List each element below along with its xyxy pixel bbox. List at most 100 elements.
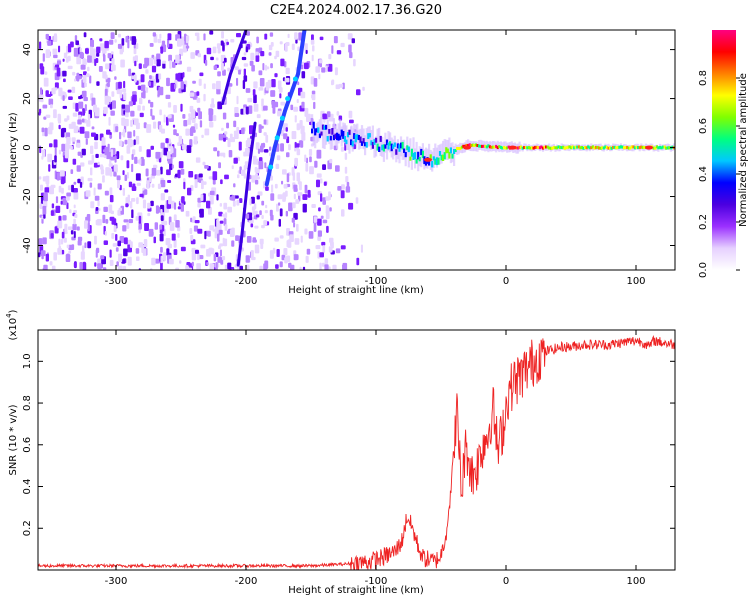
line-core	[568, 145, 571, 149]
multiplier-exp: 4	[5, 313, 13, 318]
noise-speckle	[340, 42, 345, 48]
noise-speckle	[323, 181, 327, 186]
noise-speckle	[111, 91, 115, 97]
noise-speckle	[311, 90, 316, 95]
noise-speckle	[316, 149, 322, 159]
colorbar-tick-label: 0.0	[698, 262, 709, 278]
noise-speckle	[209, 263, 215, 270]
noise-speckle	[353, 59, 356, 67]
noise-speckle	[112, 100, 116, 109]
noise-speckle	[123, 92, 127, 101]
noise-speckle	[82, 109, 86, 114]
noise-speckle	[76, 75, 82, 80]
line-core	[551, 146, 554, 150]
noise-speckle	[97, 263, 102, 269]
line-core	[501, 146, 504, 150]
noise-speckle	[73, 262, 77, 268]
noise-speckle	[110, 149, 114, 157]
noise-speckle	[219, 249, 222, 257]
noise-speckle	[182, 144, 187, 150]
line-halo	[410, 149, 413, 170]
line-core	[495, 144, 498, 148]
line-core	[331, 128, 334, 135]
noise-speckle	[251, 65, 255, 72]
noise-speckle	[93, 162, 98, 168]
noise-speckle	[75, 40, 79, 46]
noise-speckle	[178, 161, 184, 169]
noise-speckle	[295, 199, 300, 204]
line-core	[658, 145, 662, 149]
noise-speckle	[222, 134, 227, 138]
noise-speckle	[39, 108, 42, 114]
line-core	[615, 146, 618, 150]
noise-speckle	[183, 120, 188, 127]
noise-speckle	[293, 187, 298, 192]
noise-speckle	[122, 187, 125, 196]
noise-speckle	[191, 111, 195, 115]
noise-speckle	[269, 209, 273, 217]
noise-speckle	[132, 183, 136, 191]
noise-speckle	[61, 187, 64, 194]
noise-speckle	[209, 190, 215, 196]
noise-speckle	[277, 194, 283, 200]
noise-speckle	[147, 202, 151, 209]
line-core	[404, 152, 407, 158]
noise-speckle	[118, 33, 121, 38]
line-core	[573, 146, 576, 150]
line-core	[399, 142, 403, 149]
noise-speckle	[120, 155, 124, 161]
noise-speckle	[53, 54, 58, 59]
noise-speckle	[199, 120, 203, 128]
noise-speckle	[245, 88, 251, 93]
noise-speckle	[228, 150, 233, 158]
noise-speckle	[160, 255, 163, 264]
x-tick-label: 0	[503, 576, 509, 587]
noise-speckle	[187, 119, 192, 125]
noise-speckle	[236, 95, 239, 105]
noise-speckle	[63, 237, 67, 243]
line-core	[381, 144, 384, 151]
noise-speckle	[122, 170, 125, 176]
noise-speckle	[96, 247, 100, 253]
noise-speckle	[146, 149, 151, 158]
line-core	[570, 146, 573, 150]
noise-speckle	[279, 41, 283, 45]
noise-speckle	[310, 39, 315, 45]
snr-series-line	[38, 335, 675, 570]
track-bright	[264, 30, 307, 187]
noise-speckle	[283, 133, 288, 140]
noise-speckle	[271, 79, 276, 88]
line-core	[609, 146, 612, 150]
line-core	[462, 144, 465, 148]
noise-speckle	[196, 35, 200, 41]
line-core	[479, 144, 482, 148]
noise-speckle	[292, 202, 296, 209]
snr-plot-area	[38, 335, 675, 570]
line-halo	[325, 124, 328, 145]
line-core	[403, 148, 406, 153]
noise-speckle	[240, 108, 245, 115]
noise-speckle	[66, 253, 70, 261]
noise-speckle	[116, 175, 121, 181]
line-core	[312, 121, 315, 129]
noise-speckle	[87, 177, 93, 182]
noise-speckle	[79, 181, 83, 188]
noise-speckle	[67, 185, 71, 191]
x-tick-label: 100	[626, 276, 645, 287]
noise-speckle	[127, 131, 132, 139]
noise-speckle	[143, 122, 147, 129]
line-halo	[370, 130, 373, 150]
noise-speckle	[53, 139, 58, 148]
noise-speckle	[255, 51, 259, 56]
line-core	[311, 128, 314, 134]
noise-speckle	[42, 205, 47, 215]
noise-speckle	[111, 233, 115, 239]
noise-speckle	[70, 230, 74, 235]
line-core	[499, 145, 502, 149]
noise-speckle	[68, 96, 73, 100]
noise-speckle	[325, 210, 330, 220]
noise-speckle	[241, 169, 246, 176]
noise-speckle	[123, 248, 128, 257]
noise-speckle	[87, 241, 92, 249]
noise-speckle	[192, 129, 196, 133]
